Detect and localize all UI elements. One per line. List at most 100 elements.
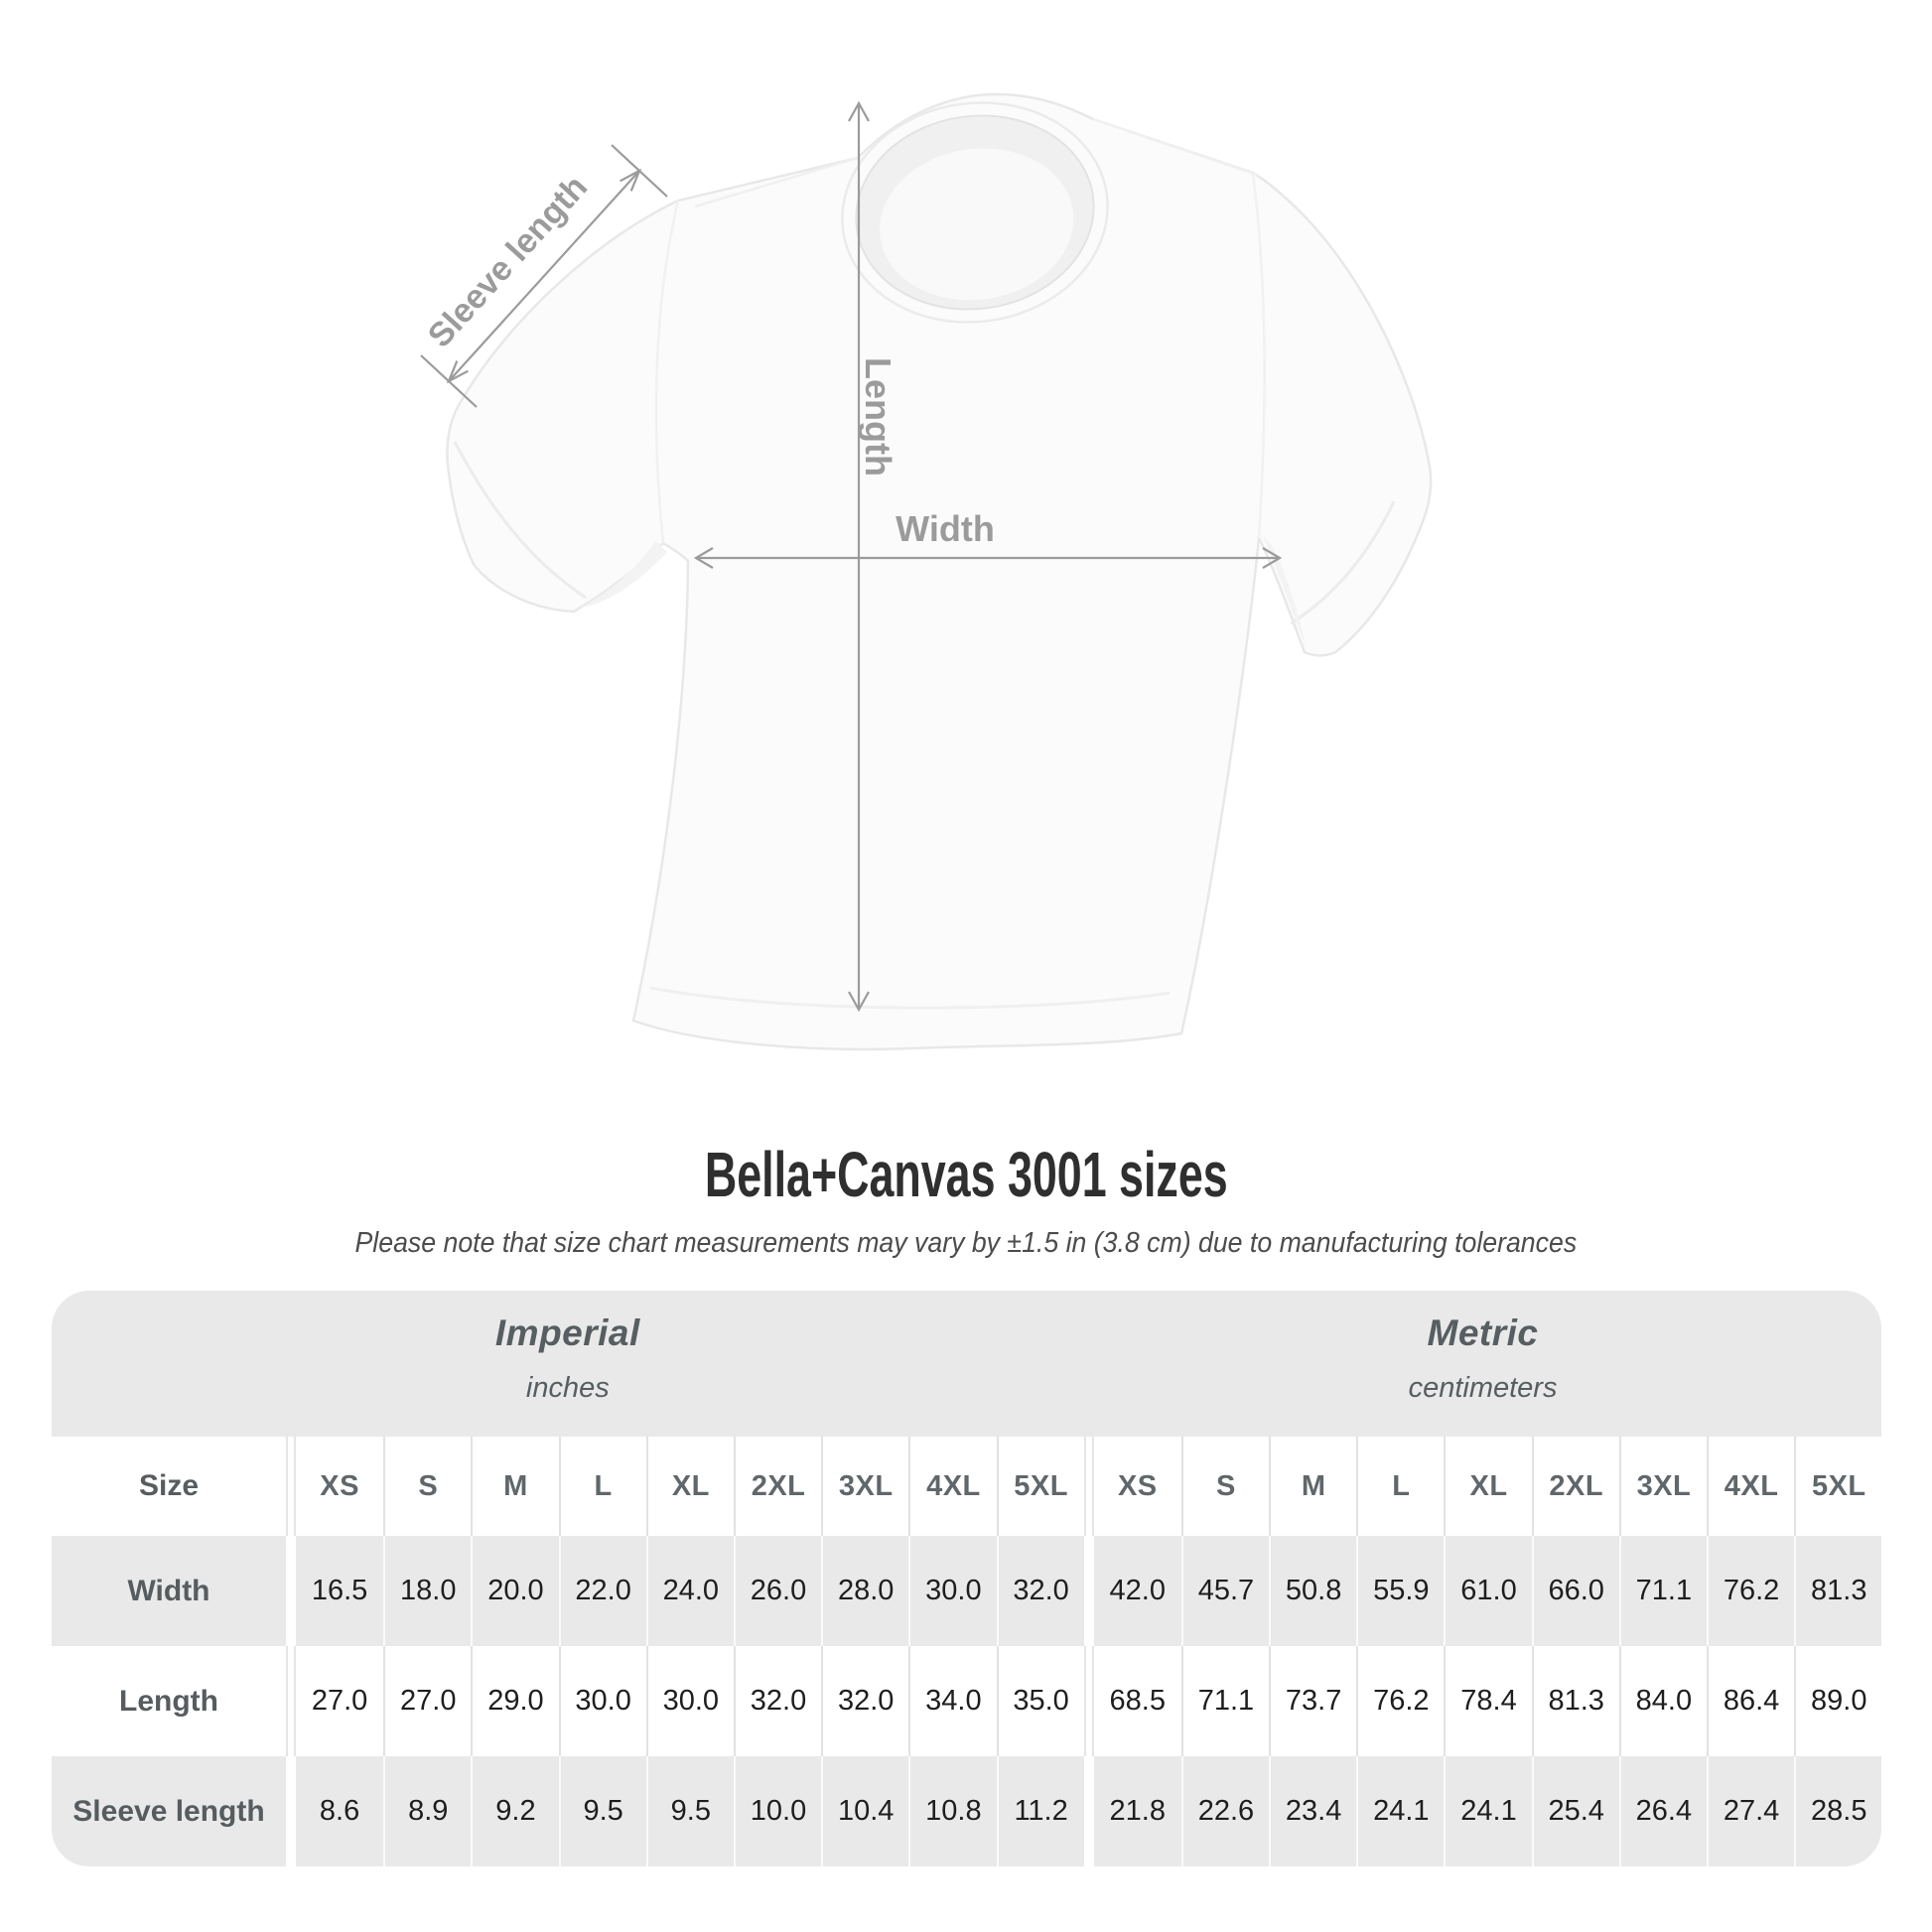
value-cell-imperial: 32.0 xyxy=(996,1536,1084,1646)
left-armhole-seam xyxy=(654,200,680,544)
value-cell-imperial: 34.0 xyxy=(908,1646,997,1756)
value-cell-metric: 50.8 xyxy=(1269,1536,1357,1646)
column-gap-divider xyxy=(286,1756,296,1866)
size-header-imperial: XL xyxy=(645,1437,734,1536)
page-title-text: Bella+Canvas 3001 sizes xyxy=(704,1139,1228,1210)
value-cell-metric: 45.7 xyxy=(1180,1536,1270,1646)
value-cell-metric: 55.9 xyxy=(1356,1536,1445,1646)
size-header-metric: 4XL xyxy=(1707,1437,1795,1536)
size-header-imperial: 5XL xyxy=(996,1437,1084,1536)
value-cell-metric: 22.6 xyxy=(1180,1756,1270,1866)
value-cell-imperial: 26.0 xyxy=(733,1536,822,1646)
value-cell-metric: 27.4 xyxy=(1707,1756,1795,1866)
left-cuff-fold xyxy=(453,441,587,600)
value-cell-imperial: 30.0 xyxy=(558,1646,646,1756)
unit-group-divider xyxy=(1083,1437,1094,1536)
value-cell-metric: 68.5 xyxy=(1093,1646,1181,1756)
value-cell-metric: 24.1 xyxy=(1444,1756,1532,1866)
row-label: Length xyxy=(52,1646,286,1756)
unit-group-metric-name: Metric xyxy=(1427,1312,1539,1353)
tshirt-body xyxy=(446,92,1433,1051)
value-cell-imperial: 28.0 xyxy=(821,1536,909,1646)
value-cell-metric: 89.0 xyxy=(1794,1646,1881,1756)
value-cell-imperial: 9.5 xyxy=(645,1756,734,1866)
column-gap-divider xyxy=(286,1437,296,1536)
size-header-imperial: S xyxy=(383,1437,472,1536)
right-armhole-seam xyxy=(1251,172,1266,539)
size-header-imperial: 4XL xyxy=(908,1437,997,1536)
value-cell-imperial: 20.0 xyxy=(471,1536,559,1646)
size-header-imperial: 3XL xyxy=(821,1437,909,1536)
value-cell-imperial: 10.0 xyxy=(733,1756,822,1866)
tshirt-collar xyxy=(841,101,1109,324)
unit-group-divider xyxy=(1083,1646,1094,1756)
unit-group-metric-unit: centimeters xyxy=(1408,1372,1558,1404)
value-cell-imperial: 10.4 xyxy=(821,1756,909,1866)
row-label: Sleeve length xyxy=(52,1756,286,1866)
value-cell-imperial: 35.0 xyxy=(996,1646,1084,1756)
value-cell-imperial: 18.0 xyxy=(383,1536,472,1646)
value-cell-imperial: 16.5 xyxy=(296,1536,384,1646)
value-cell-imperial: 22.0 xyxy=(558,1536,646,1646)
size-header-metric: 2XL xyxy=(1531,1437,1619,1536)
size-header-metric: L xyxy=(1356,1437,1445,1536)
size-header-imperial: M xyxy=(471,1437,559,1536)
value-cell-metric: 71.1 xyxy=(1618,1536,1707,1646)
unit-group-imperial-unit: inches xyxy=(525,1372,610,1404)
right-shoulder-seam xyxy=(1092,117,1258,177)
size-header-metric: 5XL xyxy=(1794,1437,1881,1536)
sleeve-end-tick-bottom xyxy=(420,354,478,408)
value-cell-metric: 71.1 xyxy=(1180,1646,1270,1756)
size-header-metric: XL xyxy=(1444,1437,1532,1536)
size-header-metric: XS xyxy=(1093,1437,1181,1536)
value-cell-imperial: 24.0 xyxy=(645,1536,734,1646)
dimension-lines xyxy=(420,100,1283,1013)
page-title: Bella+Canvas 3001 sizes xyxy=(0,1138,1932,1211)
page-subtitle: Please note that size chart measurements… xyxy=(0,1227,1932,1260)
value-cell-imperial: 11.2 xyxy=(996,1756,1084,1866)
hem-fold xyxy=(649,986,1171,1010)
value-cell-imperial: 30.0 xyxy=(645,1646,734,1756)
left-shoulder-seam xyxy=(694,156,859,208)
value-cell-metric: 81.3 xyxy=(1531,1646,1619,1756)
arrowhead-down-icon xyxy=(848,991,870,1013)
unit-group-divider xyxy=(1083,1756,1094,1866)
column-gap-divider xyxy=(286,1646,296,1756)
unit-group-metric: Metric centimeters xyxy=(1083,1291,1881,1437)
size-header-metric: S xyxy=(1180,1437,1270,1536)
length-dimension-label: Length xyxy=(858,357,898,477)
size-column-header: Size xyxy=(52,1437,286,1536)
value-cell-metric: 76.2 xyxy=(1356,1646,1445,1756)
value-cell-imperial: 9.5 xyxy=(558,1756,646,1866)
value-cell-metric: 24.1 xyxy=(1356,1756,1445,1866)
size-header-metric: 3XL xyxy=(1618,1437,1707,1536)
value-cell-imperial: 30.0 xyxy=(908,1536,997,1646)
arrowhead-up-icon xyxy=(848,100,870,122)
tshirt-photo: Length Width Sleeve length xyxy=(420,92,1433,1051)
value-cell-imperial: 8.6 xyxy=(296,1756,384,1866)
value-cell-imperial: 27.0 xyxy=(296,1646,384,1756)
page-subtitle-text: Please note that size chart measurements… xyxy=(354,1227,1578,1259)
right-armpit-shadow xyxy=(1263,536,1307,647)
unit-group-imperial-name: Imperial xyxy=(494,1312,640,1353)
right-cuff-fold xyxy=(1290,500,1396,625)
value-cell-metric: 61.0 xyxy=(1444,1536,1532,1646)
size-header-imperial: L xyxy=(558,1437,646,1536)
tshirt-measurement-diagram: Length Width Sleeve length xyxy=(420,92,1433,1051)
value-cell-metric: 73.7 xyxy=(1269,1646,1357,1756)
arrowhead-right-icon xyxy=(1262,547,1283,569)
unit-group-divider xyxy=(1083,1536,1094,1646)
size-header-metric: M xyxy=(1269,1437,1357,1536)
sleeve-dimension-line xyxy=(448,170,640,382)
value-cell-metric: 78.4 xyxy=(1444,1646,1532,1756)
value-cell-metric: 28.5 xyxy=(1794,1756,1881,1866)
value-cell-imperial: 32.0 xyxy=(733,1646,822,1756)
width-dimension-label: Width xyxy=(896,508,995,549)
size-table: Imperial inches Metric centimeters Size X… xyxy=(52,1291,1881,1866)
value-cell-metric: 66.0 xyxy=(1531,1536,1619,1646)
value-cell-imperial: 27.0 xyxy=(383,1646,472,1756)
value-cell-metric: 84.0 xyxy=(1618,1646,1707,1756)
unit-group-imperial: Imperial inches xyxy=(52,1291,1084,1437)
value-cell-imperial: 8.9 xyxy=(383,1756,472,1866)
value-cell-imperial: 29.0 xyxy=(471,1646,559,1756)
